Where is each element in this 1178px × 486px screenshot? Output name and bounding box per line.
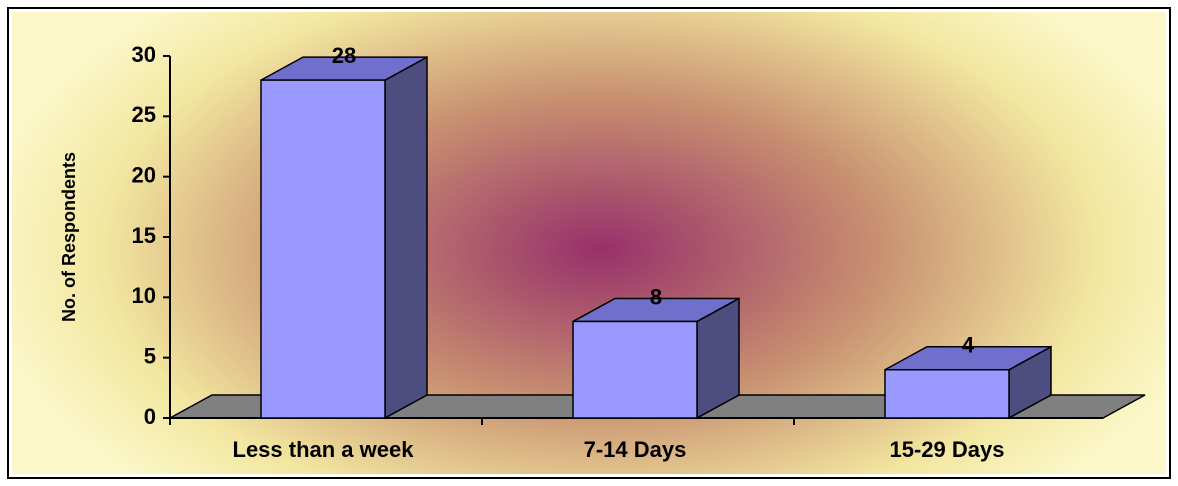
bar: [884, 368, 1010, 419]
x-tick-label: Less than a week: [233, 437, 415, 462]
y-tick-label: 15: [132, 223, 156, 248]
data-label: 8: [650, 284, 662, 309]
data-label: 28: [332, 43, 356, 68]
y-tick-label: 30: [132, 42, 156, 67]
data-label: 4: [962, 333, 975, 358]
y-axis-label: No. of Respondents: [59, 152, 79, 322]
x-tick-label: 7-14 Days: [584, 437, 687, 462]
bar: [260, 79, 386, 419]
y-tick-label: 25: [132, 102, 156, 127]
y-tick-label: 20: [132, 162, 156, 187]
y-tick-label: 5: [144, 343, 156, 368]
y-tick-label: 10: [132, 283, 156, 308]
bar: [572, 320, 698, 419]
bar-side: [384, 55, 428, 420]
y-tick-label: 0: [144, 404, 156, 429]
x-tick-label: 15-29 Days: [890, 437, 1005, 462]
